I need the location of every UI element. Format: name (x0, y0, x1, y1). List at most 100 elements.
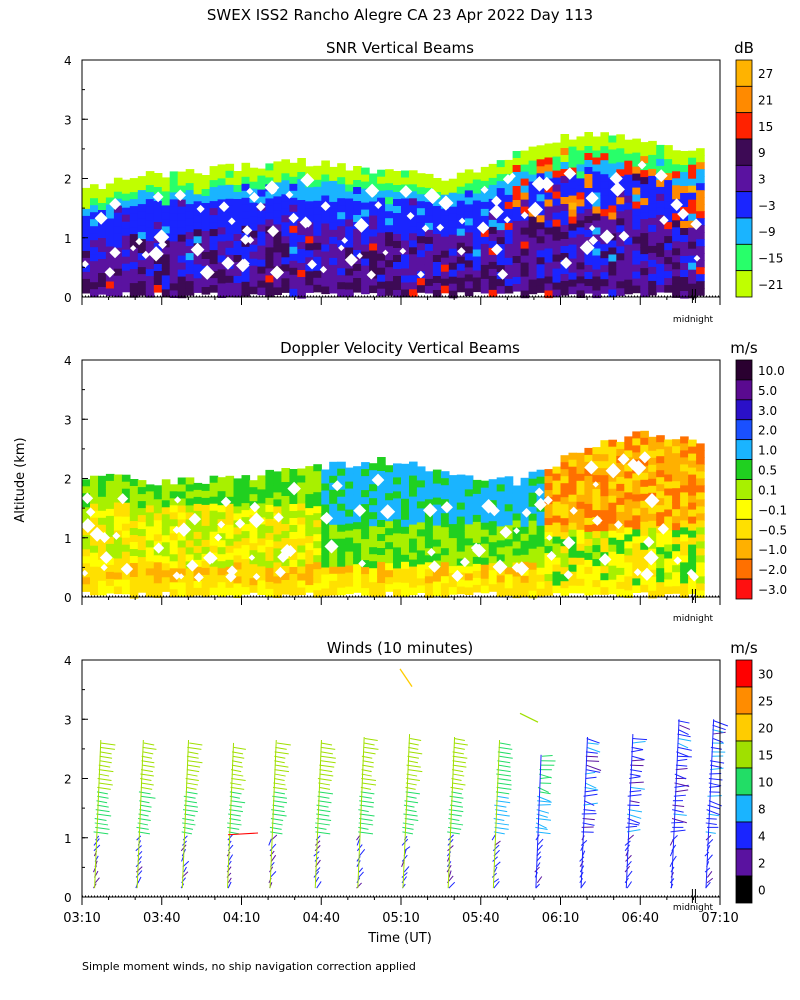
doppler-cell (401, 498, 410, 507)
doppler-cell (185, 582, 195, 590)
snr-cell (201, 196, 211, 204)
doppler-cell (424, 520, 434, 528)
snr-cell (393, 262, 402, 270)
snr-cell (82, 250, 91, 259)
doppler-gap (488, 505, 500, 517)
wind-barb (448, 881, 456, 889)
wind-barb (187, 764, 201, 768)
doppler-gap (481, 499, 496, 514)
doppler-cell (90, 475, 99, 484)
doppler-cell (544, 490, 554, 498)
doppler-cell (616, 441, 625, 450)
snr-cell (265, 240, 274, 248)
doppler-cell (648, 576, 657, 585)
doppler-cell (297, 573, 306, 582)
wind-profile (356, 737, 379, 889)
wind-barb (446, 851, 452, 857)
doppler-cell (656, 533, 665, 541)
doppler-cell (616, 546, 625, 555)
snr-cell (345, 233, 354, 242)
snr-cell (241, 281, 251, 290)
doppler-gap (324, 539, 339, 554)
wind-barb (187, 746, 202, 750)
wind-barb (451, 782, 466, 786)
snr-cell (329, 166, 338, 175)
doppler-cell (632, 529, 641, 537)
doppler-cell (504, 490, 514, 498)
doppler-gap (673, 556, 682, 565)
snr-cell (82, 264, 91, 273)
doppler-cell (265, 490, 274, 499)
doppler-cell (672, 565, 681, 573)
snr-cell (353, 236, 362, 244)
doppler-cell (536, 567, 546, 576)
snr-cell (536, 159, 546, 167)
wind-barb (314, 845, 321, 852)
snr-cell (576, 199, 586, 207)
colorbar-swatch (735, 439, 753, 460)
doppler-cell (321, 483, 330, 492)
doppler-cell (560, 490, 570, 498)
snr-cell (137, 260, 147, 268)
wind-barb (96, 813, 112, 817)
doppler-cell (409, 496, 418, 505)
doppler-cell (249, 550, 259, 558)
wind-barb (626, 829, 641, 833)
doppler-cell (472, 493, 482, 502)
snr-cell (161, 268, 171, 276)
snr-cell (480, 208, 490, 217)
doppler-cell (608, 530, 617, 539)
snr-cell (249, 286, 259, 295)
doppler-cell (568, 571, 578, 580)
snr-cell (568, 237, 578, 246)
snr-gap (491, 195, 502, 207)
doppler-cell (696, 520, 705, 528)
snr-cell (472, 256, 482, 265)
snr-cell (345, 226, 354, 235)
doppler-cell (536, 518, 546, 527)
snr-cell (464, 169, 474, 177)
doppler-cell (90, 503, 99, 512)
doppler-cell (456, 509, 466, 518)
wind-barb (672, 855, 677, 862)
doppler-cell (90, 545, 99, 554)
doppler-cell (664, 565, 673, 574)
doppler-cell (401, 575, 410, 584)
snr-gap (218, 201, 230, 212)
snr-cell (265, 289, 274, 297)
snr-cell (225, 268, 235, 277)
snr-cell (217, 220, 227, 228)
y-tick-label: 4 (64, 54, 72, 68)
colorbar-swatch (735, 419, 753, 441)
doppler-cell (536, 581, 546, 590)
doppler-cell (90, 573, 99, 582)
snr-cell (217, 206, 227, 214)
doppler-cell (496, 540, 506, 548)
snr-cell (353, 201, 362, 209)
doppler-cell (281, 475, 290, 483)
doppler-cell (169, 561, 179, 569)
snr-cell (353, 243, 362, 251)
snr-cell (568, 279, 578, 288)
wind-barb (710, 767, 724, 771)
snr-cell (129, 241, 139, 249)
wind-barb (537, 804, 551, 806)
wind-barb (320, 755, 336, 759)
snr-cell (528, 167, 538, 176)
snr-cell (353, 166, 362, 174)
wind-barb (318, 791, 334, 795)
snr-cell (648, 161, 657, 170)
wind-barb (712, 731, 726, 735)
doppler-cell (672, 537, 681, 545)
doppler-cell (98, 545, 107, 554)
colorbar-label: 3.0 (758, 404, 777, 418)
doppler-cell (472, 514, 482, 523)
wind-barb (272, 804, 285, 808)
wind-barb (630, 769, 642, 773)
snr-cell (401, 268, 410, 277)
snr-cell (257, 189, 266, 198)
time-tick-label: 04:40 (303, 911, 340, 926)
doppler-cell (257, 559, 266, 567)
snr-cell (409, 275, 418, 283)
doppler-cell (568, 543, 578, 552)
